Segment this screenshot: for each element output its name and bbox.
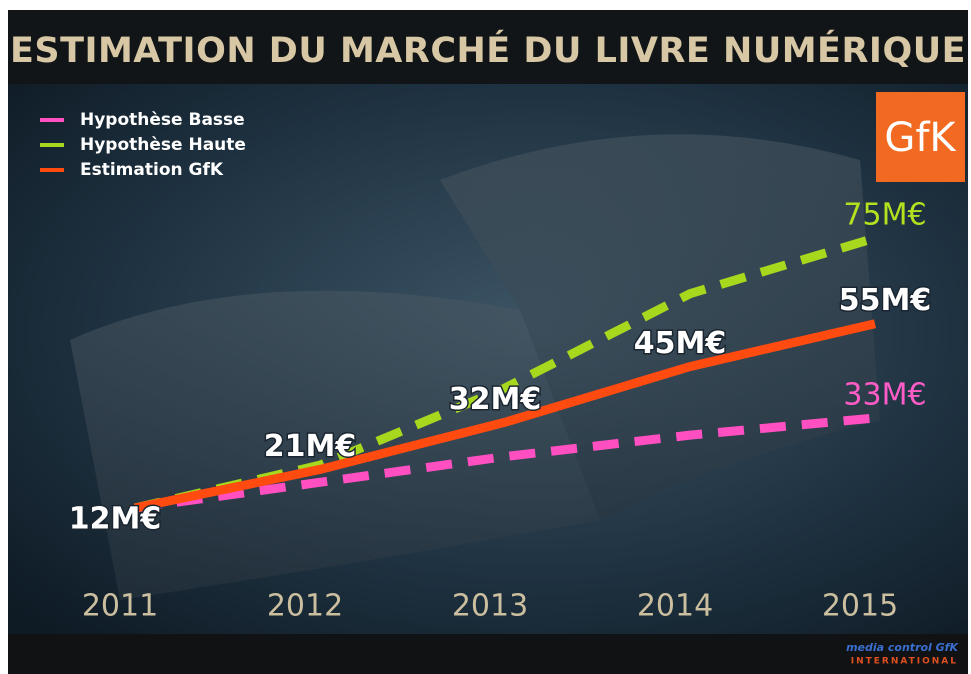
data-label: 55M€ (839, 283, 931, 318)
x-tick-label: 2015 (822, 589, 898, 624)
footer-band (8, 634, 968, 674)
data-label: 75M€ (843, 198, 926, 233)
footer-text: media control GfK (846, 641, 959, 654)
footer-text: INTERNATIONAL (851, 657, 958, 667)
chart: ESTIMATION DU MARCHÉ DU LIVRE NUMÉRIQUE … (0, 0, 971, 674)
logo: GfK (884, 115, 957, 161)
chart-title: ESTIMATION DU MARCHÉ DU LIVRE NUMÉRIQUE (10, 29, 966, 71)
data-label: 33M€ (843, 378, 926, 413)
x-tick-label: 2012 (267, 589, 343, 624)
legend-text: Estimation GfK (80, 160, 224, 180)
x-tick-label: 2011 (82, 589, 158, 624)
legend-text: Hypothèse Basse (80, 110, 245, 130)
data-label: 12M€ (69, 502, 161, 537)
x-tick-label: 2013 (452, 589, 528, 624)
data-label: 21M€ (264, 429, 356, 464)
data-label: 45M€ (634, 326, 726, 361)
x-tick-label: 2014 (637, 589, 713, 624)
data-label: 32M€ (449, 382, 541, 417)
legend-text: Hypothèse Haute (80, 135, 246, 155)
